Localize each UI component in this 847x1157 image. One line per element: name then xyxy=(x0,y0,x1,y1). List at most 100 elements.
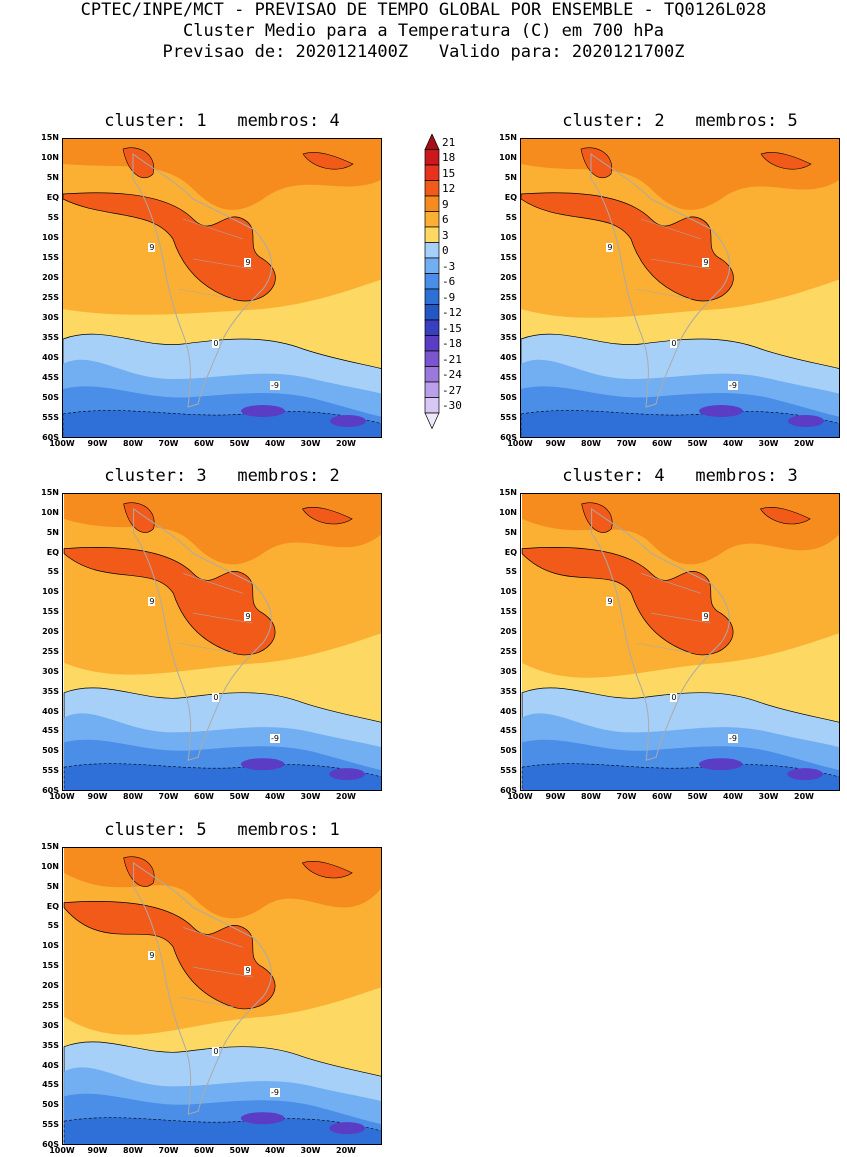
lat-tick-label: 55S xyxy=(42,1120,59,1130)
colorbar-level-label: -24 xyxy=(442,368,462,381)
lon-tick-label: 60W xyxy=(652,439,672,448)
contour-label: 9 xyxy=(148,597,156,607)
lon-tick-label: 90W xyxy=(87,439,108,448)
lon-tick-label: 100W xyxy=(49,792,75,801)
lat-tick-label: 35S xyxy=(42,1040,59,1050)
lat-tick-label: 5N xyxy=(46,173,59,182)
lat-tick-label: 60S xyxy=(42,1140,59,1149)
header-line-2: Cluster Medio para a Temperatura (C) em … xyxy=(182,21,665,41)
lat-tick-label: 50S xyxy=(42,1100,59,1110)
contour-label: 9 xyxy=(244,966,252,976)
lat-tick-label: 55S xyxy=(500,766,517,776)
colorbar-level-label: -18 xyxy=(442,337,462,350)
lat-tick-label: 30S xyxy=(42,313,59,322)
lat-tick-label: 5S xyxy=(47,921,59,931)
lat-tick-label: 15N xyxy=(499,488,517,497)
lat-tick-label: 15N xyxy=(41,842,59,851)
lat-tick-label: 35S xyxy=(500,333,517,342)
colorbar-level-label: -3 xyxy=(442,259,456,273)
lat-tick-label: 5S xyxy=(505,213,517,222)
lat-tick-label: 25S xyxy=(42,646,59,656)
lon-tick-label: 60W xyxy=(652,792,672,801)
contour-label: 0 xyxy=(212,692,220,702)
lat-tick-label: 20S xyxy=(42,273,59,282)
lon-tick-label: 30W xyxy=(300,1146,321,1155)
lon-tick-label: 20W xyxy=(336,1146,356,1155)
lon-tick-label: 80W xyxy=(123,792,143,801)
lon-tick-label: 50W xyxy=(687,439,708,448)
lat-tick-label: 20S xyxy=(500,273,517,282)
lat-tick-label: 15N xyxy=(41,488,59,497)
lat-tick-label: 5N xyxy=(46,527,59,537)
contour-label: 9 xyxy=(606,243,614,252)
lon-tick-label: 70W xyxy=(158,1146,179,1155)
lat-tick-label: 5S xyxy=(47,213,59,222)
lon-tick-label: 90W xyxy=(87,792,108,801)
lat-tick-label: 55S xyxy=(42,766,59,776)
contour-label: 0 xyxy=(670,692,678,702)
colorbar-level-label: 18 xyxy=(442,151,456,164)
contour-label: 9 xyxy=(702,258,710,267)
lat-tick-label: EQ xyxy=(504,547,517,557)
contour-label: -9 xyxy=(270,734,280,744)
lat-tick-label: 35S xyxy=(500,686,517,696)
lon-tick-label: 20W xyxy=(336,792,356,801)
lat-tick-label: 15S xyxy=(500,253,517,262)
lat-tick-label: 15N xyxy=(41,133,59,142)
lon-tick-label: 40W xyxy=(723,439,743,448)
lat-tick-label: 45S xyxy=(500,726,517,736)
lon-tick-label: 100W xyxy=(507,439,533,448)
map-panel-2 xyxy=(520,138,840,438)
header-line-3: Previsao de: 2020121400Z Valido para: 20… xyxy=(162,42,685,62)
lon-tick-label: 90W xyxy=(87,1146,108,1155)
lat-tick-label: 55S xyxy=(42,413,59,422)
lon-tick-label: 30W xyxy=(758,439,779,448)
panel-title-4: cluster: 4 membros: 3 xyxy=(562,466,798,486)
contour-label: 9 xyxy=(606,597,614,607)
colorbar-level-label: -9 xyxy=(442,290,456,304)
contour-label: 9 xyxy=(244,612,252,622)
lat-tick-label: 40S xyxy=(500,706,517,716)
lat-tick-label: 5S xyxy=(505,567,517,577)
lon-tick-label: 80W xyxy=(123,439,143,448)
lat-tick-label: 15S xyxy=(42,961,59,971)
lon-tick-label: 60W xyxy=(194,792,214,801)
lat-tick-label: 5N xyxy=(504,173,517,182)
map-panel-4 xyxy=(520,493,840,791)
lon-tick-label: 50W xyxy=(229,792,250,801)
lon-tick-label: 70W xyxy=(616,439,637,448)
panel-title-2: cluster: 2 membros: 5 xyxy=(562,111,798,131)
contour-label: 0 xyxy=(670,339,678,348)
contour-label: 9 xyxy=(702,612,710,622)
lat-tick-label: 40S xyxy=(42,353,59,362)
colorbar: 21 18 15 12 9 6 3 0 -3 -6 -9 -12 -15 -18 -21 -24 -27 -30 xyxy=(424,133,484,444)
lon-tick-label: 40W xyxy=(265,1146,285,1155)
lat-tick-label: EQ xyxy=(46,193,59,202)
lon-tick-label: 40W xyxy=(265,792,285,801)
lat-tick-label: 5S xyxy=(47,567,59,577)
lon-tick-label: 100W xyxy=(507,792,533,801)
contour-label: -9 xyxy=(728,381,738,390)
contour-label: 9 xyxy=(244,258,252,267)
lat-tick-label: 10S xyxy=(500,233,517,242)
lat-tick-label: 10N xyxy=(41,861,59,871)
map-panel-1 xyxy=(62,138,382,438)
lat-tick-label: 40S xyxy=(500,353,517,362)
lat-tick-label: 60S xyxy=(500,433,517,442)
lat-tick-label: 50S xyxy=(42,746,59,756)
lat-tick-label: 30S xyxy=(42,1020,59,1030)
lon-tick-label: 30W xyxy=(758,792,779,801)
panel-title-3: cluster: 3 membros: 2 xyxy=(104,466,340,486)
contour-label: -9 xyxy=(728,734,738,744)
lon-tick-label: 50W xyxy=(229,439,250,448)
colorbar-level-label: 0 xyxy=(442,244,449,257)
lon-tick-label: 60W xyxy=(194,1146,214,1155)
lat-tick-label: 30S xyxy=(500,313,517,322)
lon-tick-label: 90W xyxy=(545,792,566,801)
lat-tick-label: 10S xyxy=(42,941,59,951)
panel-title-5: cluster: 5 membros: 1 xyxy=(104,820,340,840)
lat-tick-label: EQ xyxy=(504,193,517,202)
lon-tick-label: 40W xyxy=(723,792,743,801)
lat-tick-label: 45S xyxy=(42,726,59,736)
lon-tick-label: 80W xyxy=(581,439,601,448)
